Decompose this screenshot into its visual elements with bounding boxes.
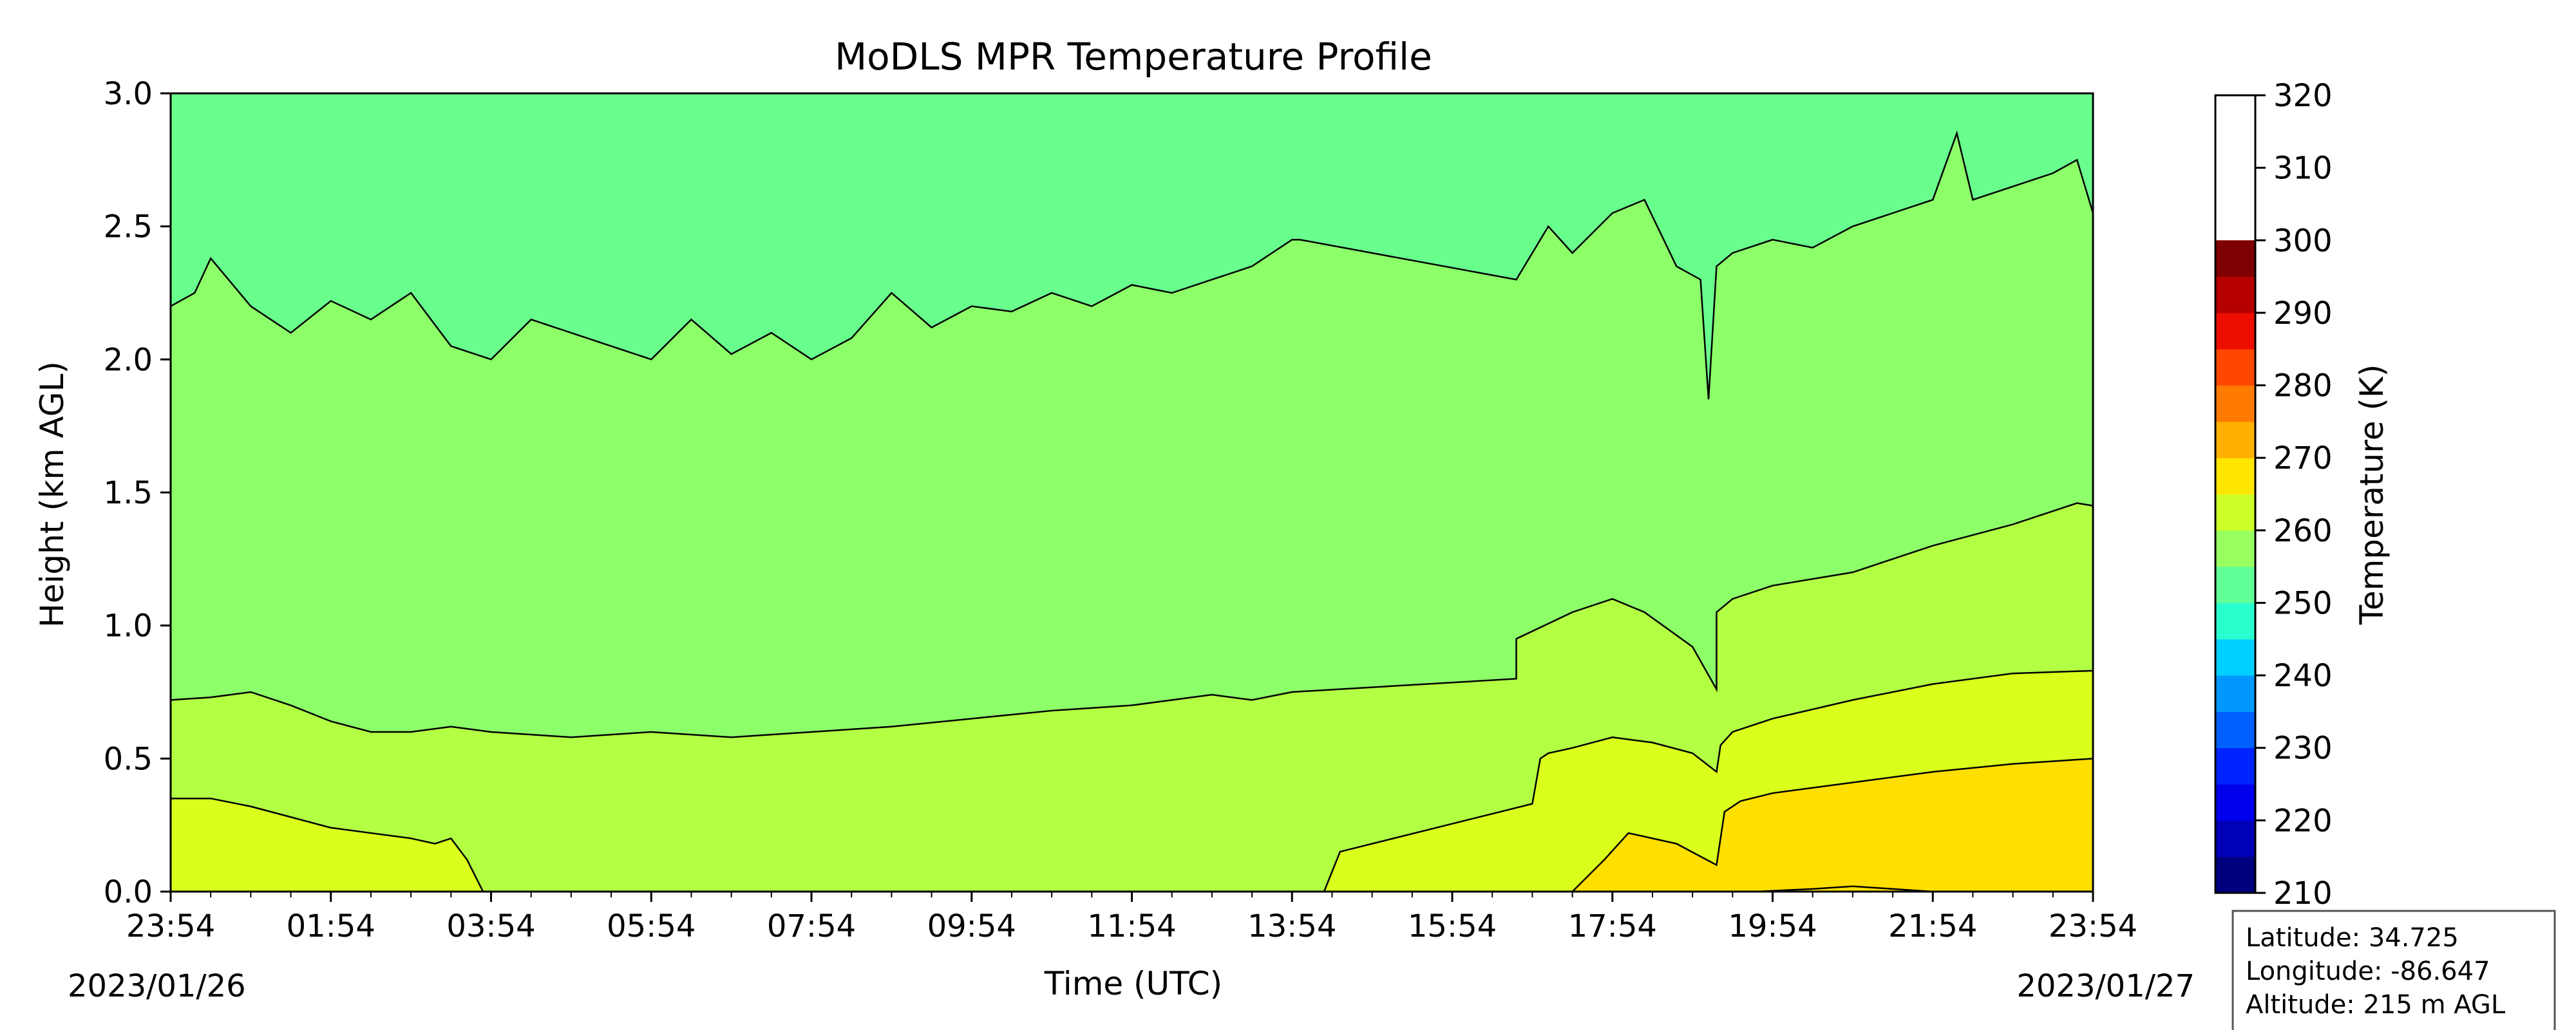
contour-line-280	[1571, 758, 2094, 892]
y-tick-label: 1.5	[104, 475, 153, 511]
x-tick-label: 21:54	[1888, 908, 1977, 944]
colorbar-tick-label: 270	[2273, 440, 2333, 476]
x-tick-label: 09:54	[927, 908, 1016, 944]
colorbar-segment	[2215, 276, 2255, 314]
colorbar-tick-label: 320	[2273, 78, 2333, 114]
colorbar-segment	[2215, 639, 2255, 676]
colorbar-tick-label: 240	[2273, 658, 2333, 694]
y-axis-label: Height (km AGL)	[33, 361, 71, 628]
colorbar-segment	[2215, 494, 2255, 531]
colorbar-segment	[2215, 349, 2255, 386]
colorbar-segment	[2215, 385, 2255, 422]
x-axis: 23:54 01:54 03:54 05:54 07:54 09:54 11:54 13:54…	[126, 892, 2137, 944]
colorbar-tick-label: 210	[2273, 876, 2333, 912]
info-box-frame	[2231, 910, 2556, 1030]
colorbar-tick-label: 250	[2273, 585, 2333, 621]
y-tick-label: 1.0	[104, 608, 153, 644]
colorbar-segment	[2215, 784, 2255, 821]
colorbar-tick-label: 290	[2273, 295, 2333, 332]
colorbar-segment	[2215, 566, 2255, 603]
y-axis: 0.0 0.5 1.0 1.5 2.0 2.5 3.0	[104, 76, 171, 910]
x-tick-label: 11:54	[1087, 908, 1176, 944]
x-tick-label: 13:54	[1247, 908, 1336, 944]
longitude-text: Longitude: -86.647	[2246, 957, 2490, 986]
colorbar: 210 220 230 240 250 260 270 280 290 300 310 320	[2214, 78, 2333, 912]
start-date-label: 2023/01/26	[68, 968, 246, 1004]
x-tick-label: 23:54	[2049, 908, 2137, 944]
colorbar-segment	[2215, 820, 2255, 857]
end-date-label: 2023/01/27	[2016, 968, 2195, 1004]
colorbar-tick-label: 260	[2273, 513, 2333, 549]
altitude-text: Altitude: 215 m AGL	[2246, 990, 2506, 1020]
x-tick-label: 15:54	[1408, 908, 1497, 944]
x-axis-label: Time (UTC)	[1044, 965, 1222, 1002]
colorbar-segment	[2215, 458, 2255, 494]
colorbar-segment	[2215, 747, 2255, 785]
y-tick-label: 2.0	[104, 342, 153, 378]
x-tick-label: 23:54	[126, 908, 215, 944]
colorbar-segment	[2215, 675, 2255, 712]
colorbar-tick-label: 310	[2273, 151, 2333, 187]
colorbar-tick-label: 280	[2273, 368, 2333, 404]
colorbar-frame	[2214, 94, 2257, 894]
colorbar-segment	[2215, 421, 2255, 458]
y-tick-label: 0.5	[104, 741, 153, 777]
colorbar-tick-label: 230	[2273, 731, 2333, 767]
colorbar-tick-label: 300	[2273, 223, 2333, 259]
y-tick-label: 3.0	[104, 76, 153, 112]
x-tick-label: 17:54	[1568, 908, 1657, 944]
colorbar-segment	[2215, 856, 2255, 894]
x-tick-label: 05:54	[607, 908, 696, 944]
colorbar-segment	[2215, 240, 2255, 277]
chart-title: MoDLS MPR Temperature Profile	[835, 35, 1432, 79]
x-tick-label: 01:54	[287, 908, 375, 944]
location-info-box: Latitude: 34.725 Longitude: -86.647 Alti…	[2231, 910, 2556, 1030]
colorbar-segment	[2215, 603, 2255, 640]
y-tick-label: 2.5	[104, 209, 153, 245]
x-tick-label: 03:54	[446, 908, 535, 944]
latitude-text: Latitude: 34.725	[2246, 923, 2459, 953]
contour-line-265	[170, 130, 2094, 400]
contour-line-275	[171, 670, 2094, 893]
colorbar-segment	[2215, 530, 2255, 567]
fill-band-275-280	[171, 670, 2093, 892]
colorbar-segment	[2215, 312, 2255, 350]
contour-line-270	[170, 502, 2094, 738]
colorbar-label: Temperature (K)	[2353, 364, 2391, 625]
plot-area	[169, 92, 2094, 893]
contour-line-285	[1756, 885, 1933, 893]
y-tick-label: 0.0	[104, 874, 153, 910]
x-tick-label: 07:54	[767, 908, 856, 944]
colorbar-tick-label: 220	[2273, 803, 2333, 839]
colorbar-segment	[2215, 711, 2255, 749]
x-tick-label: 19:54	[1728, 908, 1817, 944]
